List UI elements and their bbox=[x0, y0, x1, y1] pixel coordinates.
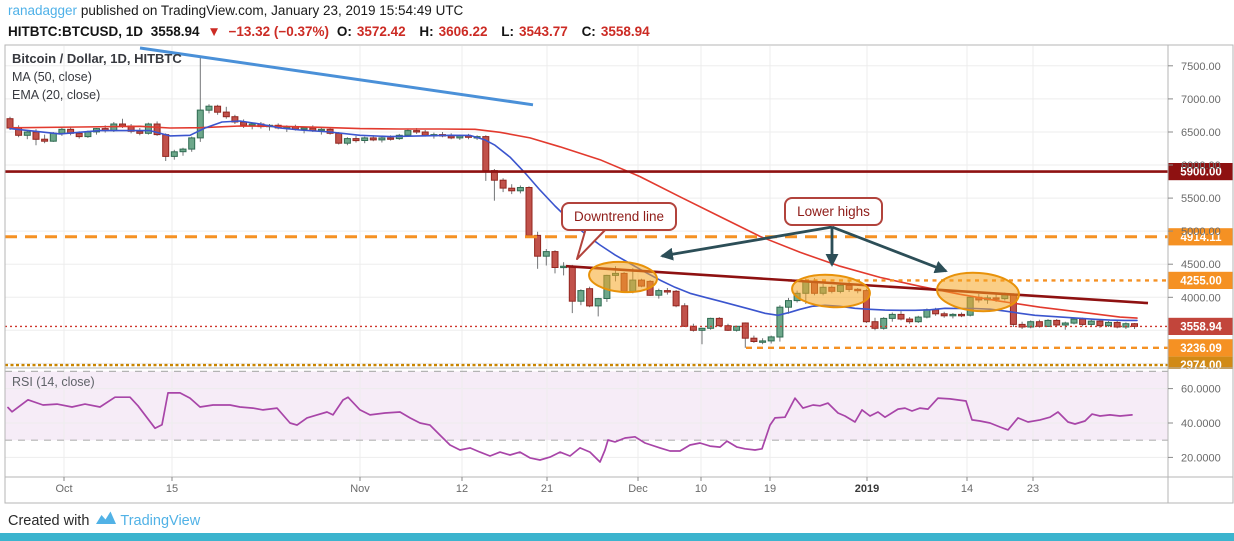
svg-text:Nov: Nov bbox=[350, 483, 370, 495]
footer: Created with TradingView bbox=[8, 510, 200, 531]
svg-text:40.0000: 40.0000 bbox=[1181, 418, 1221, 430]
svg-text:2019: 2019 bbox=[855, 483, 879, 495]
symbol-title: HITBTC:BTCUSD, 1D bbox=[8, 24, 143, 39]
close-value: C: 3558.94 bbox=[581, 24, 650, 39]
downtrend-callout-pointer bbox=[576, 227, 608, 260]
highlight-ellipses bbox=[588, 260, 1020, 313]
svg-text:12: 12 bbox=[456, 483, 468, 495]
symbol-ohlc-line: HITBTC:BTCUSD, 1D 3558.94 ▼ −13.32 (−0.3… bbox=[8, 24, 1228, 39]
svg-text:14: 14 bbox=[961, 483, 973, 495]
svg-text:6000.00: 6000.00 bbox=[1181, 160, 1221, 172]
svg-text:19: 19 bbox=[764, 483, 776, 495]
svg-text:6500.00: 6500.00 bbox=[1181, 127, 1221, 139]
svg-text:Oct: Oct bbox=[55, 483, 72, 495]
svg-text:5000.00: 5000.00 bbox=[1181, 226, 1221, 238]
svg-text:3558.94: 3558.94 bbox=[1180, 321, 1222, 333]
price-axis-labels: 7500.00 7000.00 6500.00 6000.00 5500.00 5000.… bbox=[1168, 61, 1221, 304]
publish-line: ranadagger published on TradingView.com,… bbox=[8, 3, 1228, 22]
created-with-text: Created with bbox=[8, 512, 90, 529]
panel-borders bbox=[4, 44, 1234, 504]
svg-text:4000.00: 4000.00 bbox=[1181, 292, 1221, 304]
svg-text:3236.09: 3236.09 bbox=[1180, 343, 1222, 355]
rsi-line bbox=[7, 392, 1133, 463]
header: ranadagger published on TradingView.com,… bbox=[8, 3, 1228, 39]
tradingview-logo-icon bbox=[95, 510, 117, 531]
time-axis-labels: Oct 15 Nov 12 21 Dec 10 19 2019 14 23 bbox=[55, 477, 1039, 495]
legend-ema20[interactable]: EMA (20, close) bbox=[12, 88, 101, 102]
change-value: −13.32 (−0.37%) bbox=[228, 24, 330, 39]
downtrend-line-label: Downtrend line bbox=[561, 202, 677, 231]
chart-legend: Bitcoin / Dollar, 1D, HITBTC MA (50, clo… bbox=[12, 50, 182, 104]
svg-text:7500.00: 7500.00 bbox=[1181, 61, 1221, 73]
rsi-axis-labels: 60.0000 40.0000 20.0000 bbox=[1168, 384, 1221, 464]
svg-text:5900.00: 5900.00 bbox=[1180, 167, 1222, 179]
svg-text:21: 21 bbox=[541, 483, 553, 495]
svg-text:60.0000: 60.0000 bbox=[1181, 384, 1221, 396]
blue-trendline bbox=[139, 46, 534, 107]
high-value: H: 3606.22 bbox=[419, 24, 488, 39]
lower-highs-arrows bbox=[660, 225, 948, 274]
open-value: O: 3572.42 bbox=[336, 24, 406, 39]
svg-text:5500.00: 5500.00 bbox=[1181, 193, 1221, 205]
svg-text:7000.00: 7000.00 bbox=[1181, 94, 1221, 106]
svg-text:15: 15 bbox=[166, 483, 178, 495]
svg-text:10: 10 bbox=[695, 483, 707, 495]
last-price: 3558.94 bbox=[150, 24, 200, 39]
svg-text:20.0000: 20.0000 bbox=[1181, 452, 1221, 464]
svg-text:2974.00: 2974.00 bbox=[1180, 360, 1222, 372]
change-direction-icon: ▼ bbox=[207, 24, 221, 39]
legend-ma50[interactable]: MA (50, close) bbox=[12, 70, 92, 84]
svg-text:4255.00: 4255.00 bbox=[1180, 275, 1222, 287]
price-axis-badges: 5900.00 4914.11 4255.00 3558.94 3236.09 2974.… bbox=[1168, 163, 1234, 372]
published-text: published on TradingView.com, January 23… bbox=[77, 3, 464, 18]
svg-text:4500.00: 4500.00 bbox=[1181, 259, 1221, 271]
svg-text:4914.11: 4914.11 bbox=[1181, 232, 1223, 244]
username-link[interactable]: ranadagger bbox=[8, 3, 78, 18]
lower-highs-label: Lower highs bbox=[784, 197, 883, 226]
rsi-legend[interactable]: RSI (14, close) bbox=[12, 375, 95, 389]
tradingview-link[interactable]: TradingView bbox=[120, 512, 201, 529]
legend-symbol[interactable]: Bitcoin / Dollar, 1D, HITBTC bbox=[12, 51, 182, 66]
low-value: L: 3543.77 bbox=[501, 24, 568, 39]
bottom-accent-bar bbox=[0, 533, 1234, 541]
rsi-band bbox=[5, 371, 1168, 441]
svg-text:23: 23 bbox=[1027, 483, 1039, 495]
svg-text:Dec: Dec bbox=[628, 483, 648, 495]
